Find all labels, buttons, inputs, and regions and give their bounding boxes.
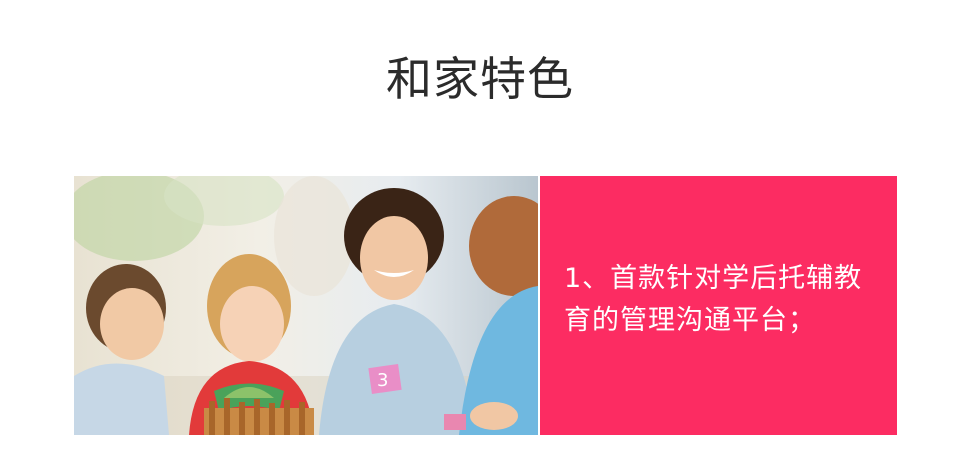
photo-illustration: 3: [74, 176, 538, 435]
feature-panel: 1、首款针对学后托辅教育的管理沟通平台；: [540, 176, 897, 435]
page-title: 和家特色: [386, 52, 574, 106]
feature-description: 1、首款针对学后托辅教育的管理沟通平台；: [564, 263, 863, 336]
svg-text:3: 3: [377, 370, 388, 391]
teacher-children-photo: 3: [74, 176, 538, 435]
